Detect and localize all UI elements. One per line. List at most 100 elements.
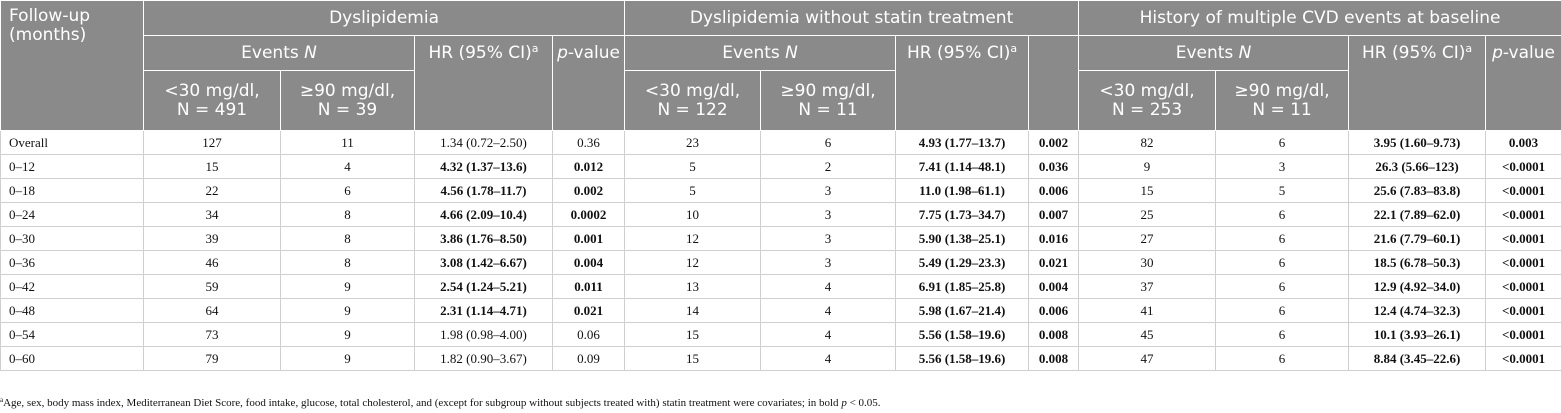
table-cell: 8 — [280, 250, 415, 275]
table-cell: 34 — [143, 202, 281, 227]
table-cell: 5.98 (1.67–21.4) — [895, 298, 1030, 323]
table-cell: 3.95 (1.60–9.73) — [1348, 130, 1487, 155]
row-label: 0–54 — [0, 322, 144, 347]
table-cell: 3.08 (1.42–6.67) — [414, 250, 553, 275]
table-cell: 10 — [624, 202, 762, 227]
table-cell: 25 — [1078, 202, 1217, 227]
table-cell: 3 — [760, 250, 897, 275]
table-cell: 5.49 (1.29–23.3) — [895, 250, 1030, 275]
table-cell: 6 — [1215, 274, 1350, 299]
table-cell: 23 — [624, 130, 762, 155]
group-header-no-statin: Dyslipidemia without statin treatment — [624, 0, 1080, 36]
table-cell: 1.98 (0.98–4.00) — [414, 322, 553, 347]
table-cell: 0.004 — [1028, 274, 1080, 299]
pvalue-header-empty — [1028, 35, 1080, 131]
table-cell: 41 — [1078, 298, 1217, 323]
table-cell: 0.09 — [551, 346, 626, 371]
table-cell: 0.007 — [1028, 202, 1080, 227]
table-cell: 3.86 (1.76–8.50) — [414, 226, 553, 251]
table-cell: 3 — [760, 202, 897, 227]
table-cell: <0.0001 — [1485, 202, 1561, 227]
table-cell: 0.021 — [551, 298, 626, 323]
table-row: 0–42 59 9 2.54 (1.24–5.21) 0.011 13 4 6.91 (1.8… — [0, 274, 1561, 299]
hr-header: HR (95% CI)a — [895, 35, 1030, 131]
table-cell: 9 — [280, 322, 415, 347]
table-cell: 0.06 — [551, 322, 626, 347]
table-cell: 0.36 — [551, 130, 626, 155]
table-cell: 0.004 — [551, 250, 626, 275]
table-cell: 13 — [624, 274, 762, 299]
table-cell: <0.0001 — [1485, 178, 1561, 203]
table-cell: 12 — [624, 226, 762, 251]
row-label: Overall — [0, 130, 144, 155]
table-cell: 4.93 (1.77–13.7) — [895, 130, 1030, 155]
table-cell: 0.008 — [1028, 322, 1080, 347]
table-cell: 8 — [280, 202, 415, 227]
table-cell: 3 — [1215, 154, 1350, 179]
group-header-dyslipidemia: Dyslipidemia — [142, 0, 626, 36]
table-cell: 4 — [760, 346, 897, 371]
table-cell: 3 — [760, 226, 897, 251]
table-row: 0–54 73 9 1.98 (0.98–4.00) 0.06 15 4 5.56 (1.58… — [0, 322, 1561, 347]
table-cell: 5.90 (1.38–25.1) — [895, 226, 1030, 251]
table-cell: 27 — [1078, 226, 1217, 251]
table-cell: 5 — [624, 154, 762, 179]
table-cell: 4.66 (2.09–10.4) — [414, 202, 553, 227]
table-cell: 4 — [760, 274, 897, 299]
table-cell: 0.008 — [1028, 346, 1080, 371]
table-cell: 9 — [280, 274, 415, 299]
table-cell: 12.4 (4.74–32.3) — [1348, 298, 1487, 323]
table-cell: 64 — [143, 298, 281, 323]
table-cell: 0.006 — [1028, 298, 1080, 323]
table-cell: 4 — [760, 298, 897, 323]
hr-header: HR (95% CI)a — [1348, 35, 1487, 131]
table-cell: 10.1 (3.93–26.1) — [1348, 322, 1487, 347]
table-cell: 0.021 — [1028, 250, 1080, 275]
table-cell: 2.54 (1.24–5.21) — [414, 274, 553, 299]
subheader-low: <30 mg/dl, N = 253 — [1078, 70, 1217, 131]
events-header: Events N — [143, 35, 415, 71]
table-cell: 45 — [1078, 322, 1217, 347]
table-row: 0–36 46 8 3.08 (1.42–6.67) 0.004 12 3 5.49 (1.2… — [0, 250, 1561, 275]
table-cell: 0.001 — [551, 226, 626, 251]
table-row: 0–30 39 8 3.86 (1.76–8.50) 0.001 12 3 5.90 (1.3… — [0, 226, 1561, 251]
table-cell: 4.56 (1.78–11.7) — [414, 178, 553, 203]
table-cell: <0.0001 — [1485, 250, 1561, 275]
table-cell: 12 — [624, 250, 762, 275]
table-cell: 6 — [1215, 250, 1350, 275]
table-cell: 26.3 (5.66–123) — [1348, 154, 1487, 179]
table-cell: 2.31 (1.14–4.71) — [414, 298, 553, 323]
table-row: 0–48 64 9 2.31 (1.14–4.71) 0.021 14 4 5.98 (1.6… — [0, 298, 1561, 323]
table-cell: 0.011 — [551, 274, 626, 299]
row-label: 0–18 — [0, 178, 144, 203]
row-label: 0–12 — [0, 154, 144, 179]
table-cell: 6 — [280, 178, 415, 203]
group-header-multiple-cvd: History of multiple CVD events at baseli… — [1078, 0, 1561, 36]
table-cell: 46 — [143, 250, 281, 275]
table-cell: 11 — [280, 130, 415, 155]
table-cell: 9 — [280, 346, 415, 371]
pvalue-header: p-value — [1485, 35, 1561, 131]
table-cell: <0.0001 — [1485, 346, 1561, 371]
events-header: Events N — [1078, 35, 1350, 71]
pvalue-header: p-value — [551, 35, 626, 131]
table-cell: 59 — [143, 274, 281, 299]
table-row: 0–24 34 8 4.66 (2.09–10.4) 0.0002 10 3 7.75 (1.… — [0, 202, 1561, 227]
row-label: 0–36 — [0, 250, 144, 275]
table-cell: 0.003 — [1485, 130, 1561, 155]
table-cell: 0.0002 — [551, 202, 626, 227]
table-cell: 6 — [1215, 322, 1350, 347]
table-cell: <0.0001 — [1485, 322, 1561, 347]
table-cell: 6 — [760, 130, 897, 155]
table-cell: 127 — [143, 130, 281, 155]
table-cell: 5 — [624, 178, 762, 203]
table-cell: 0.016 — [1028, 226, 1080, 251]
table-row: Overall 127 11 1.34 (0.72–2.50) 0.36 23 6 4.93 … — [0, 130, 1561, 155]
table-cell: 0.002 — [1028, 130, 1080, 155]
table-cell: 14 — [624, 298, 762, 323]
subheader-high: ≥90 mg/dl, N = 11 — [1215, 70, 1350, 131]
table-cell: 15 — [143, 154, 281, 179]
table-cell: 6.91 (1.85–25.8) — [895, 274, 1030, 299]
row-label: 0–42 — [0, 274, 144, 299]
table-cell: 9 — [1078, 154, 1217, 179]
